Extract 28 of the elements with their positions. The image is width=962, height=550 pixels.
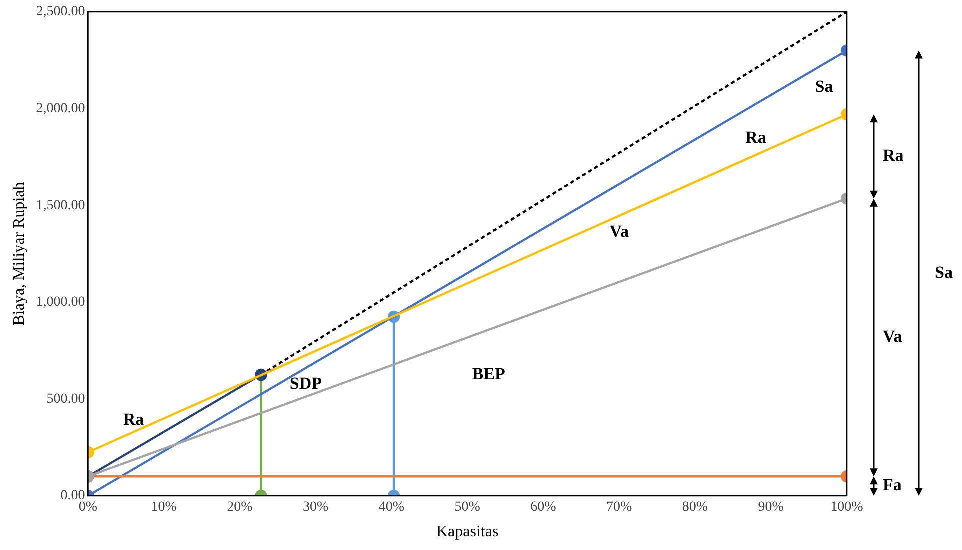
- y-tick-label: 2,000.00: [36, 101, 86, 116]
- y-tick-label: 500.00: [46, 392, 86, 407]
- annotation: Ra: [746, 128, 767, 148]
- text: Sa: [935, 262, 954, 282]
- x-tick-label: 50%: [454, 500, 481, 516]
- annotation: SDP: [290, 374, 322, 394]
- y-tick-label: 2,500.00: [36, 4, 86, 20]
- annotation: Ra: [123, 410, 145, 429]
- x-tick-label: 10%: [151, 500, 178, 516]
- x-tick-label: 80%: [682, 500, 708, 516]
- x-axis-title: Kapasitas: [436, 524, 499, 541]
- x-tick-label: 40%: [378, 500, 405, 516]
- text: Va: [883, 327, 903, 346]
- x-tick-label: 30%: [303, 500, 330, 516]
- x-tick-label: 70%: [606, 500, 633, 516]
- y-tick-label: 1,000.00: [36, 295, 86, 310]
- y-tick-label: 1,500.00: [36, 198, 86, 214]
- text: Ra: [883, 146, 904, 166]
- x-tick-label: 90%: [758, 500, 784, 516]
- y-axis-title: Biaya, Miliyar Rupiah: [10, 182, 28, 326]
- x-tick-label: 20%: [227, 500, 254, 516]
- annotation: Sa: [815, 76, 834, 96]
- annotation: Va: [610, 222, 630, 242]
- x-tick-label: 100%: [830, 500, 864, 516]
- text: Fa: [883, 476, 902, 495]
- x-tick-label: 60%: [530, 500, 557, 516]
- x-tick-label: 0%: [78, 500, 98, 516]
- annotation: BEP: [472, 364, 506, 384]
